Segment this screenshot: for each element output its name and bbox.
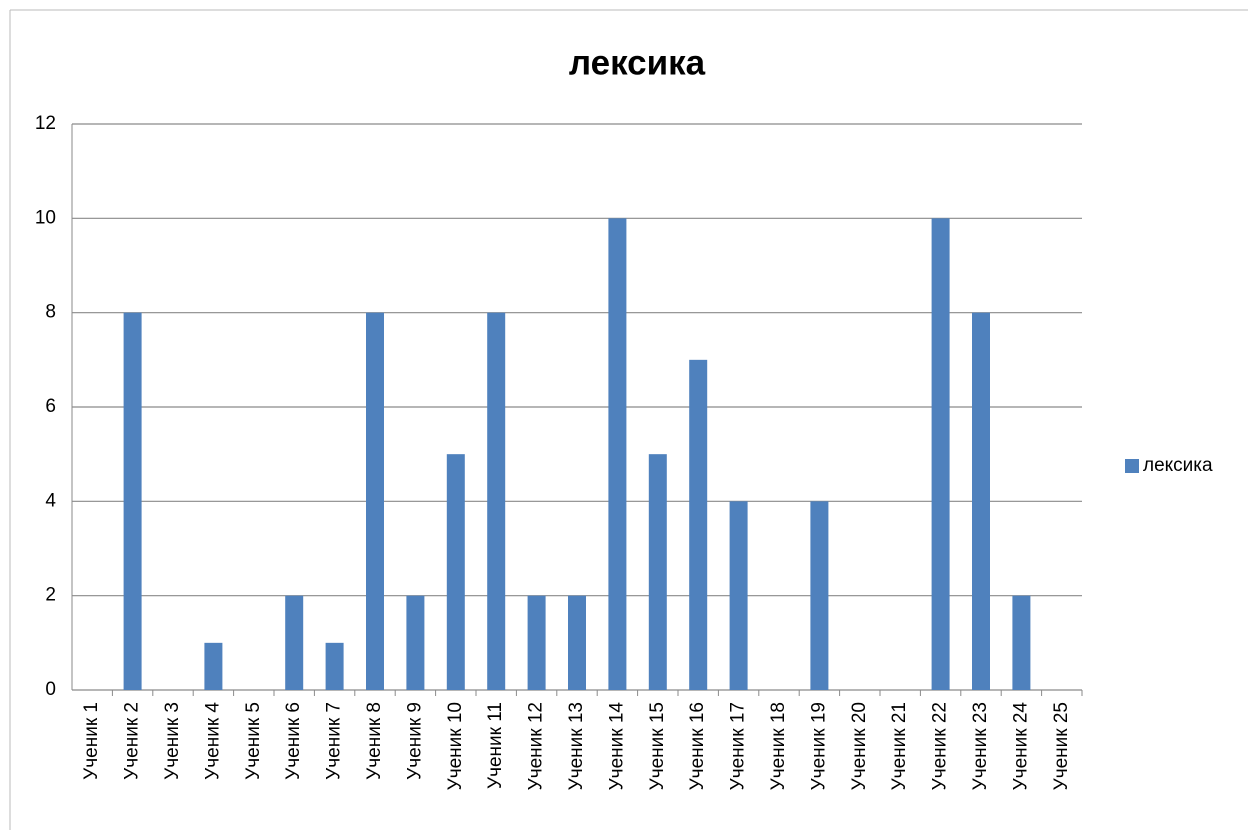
x-tick-label: Ученик 18 xyxy=(768,702,789,790)
bar xyxy=(1012,595,1031,690)
bar xyxy=(810,501,829,690)
x-tick-label: Ученик 20 xyxy=(849,702,870,790)
x-tick-label: Ученик 14 xyxy=(606,702,627,791)
x-tick-label: Ученик 17 xyxy=(728,702,749,790)
bar xyxy=(568,595,586,690)
x-tick-label: Ученик 10 xyxy=(445,702,466,790)
x-tick-label: Ученик 4 xyxy=(202,702,223,780)
bar xyxy=(366,312,384,690)
legend-label: лексика xyxy=(1143,455,1213,476)
x-tick-label: Ученик 23 xyxy=(970,702,991,790)
x-tick-label: Ученик 22 xyxy=(930,702,951,790)
x-tick-label: Ученик 6 xyxy=(283,702,304,780)
y-tick-label: 0 xyxy=(45,679,56,700)
y-tick-label: 10 xyxy=(35,207,56,228)
x-tick-label: Ученик 25 xyxy=(1051,702,1072,790)
x-tick-label: Ученик 9 xyxy=(404,702,425,780)
bar xyxy=(972,312,990,690)
bar xyxy=(689,359,708,690)
x-tick-label: Ученик 16 xyxy=(687,702,708,790)
bar xyxy=(123,312,142,690)
x-tick-label: Ученик 7 xyxy=(324,702,345,780)
bar xyxy=(931,218,950,691)
y-tick-label: 2 xyxy=(45,585,56,606)
legend-swatch xyxy=(1125,459,1139,473)
bar xyxy=(285,595,304,690)
chart-title: лексика xyxy=(569,43,706,82)
bar xyxy=(325,642,344,690)
bar xyxy=(729,501,748,690)
x-tick-label: Ученик 5 xyxy=(243,702,264,780)
x-tick-label: Ученик 24 xyxy=(1010,702,1031,791)
bar xyxy=(648,454,667,690)
x-tick-label: Ученик 19 xyxy=(808,702,829,790)
bar xyxy=(446,454,465,690)
bar xyxy=(406,595,425,690)
x-tick-label: Ученик 11 xyxy=(485,702,506,789)
x-tick-label: Ученик 21 xyxy=(889,702,910,790)
x-tick-label: Ученик 1 xyxy=(81,702,102,780)
y-tick-label: 12 xyxy=(35,113,56,134)
y-tick-label: 6 xyxy=(45,396,56,417)
bar xyxy=(204,642,223,690)
x-tick-label: Ученик 12 xyxy=(526,702,547,790)
y-tick-label: 4 xyxy=(45,490,56,511)
bar xyxy=(608,218,627,691)
x-tick-label: Ученик 13 xyxy=(566,702,587,790)
x-tick-label: Ученик 2 xyxy=(122,702,143,780)
bar xyxy=(487,312,506,690)
x-tick-label: Ученик 3 xyxy=(162,702,183,780)
x-tick-label: Ученик 15 xyxy=(647,702,668,790)
y-tick-label: 8 xyxy=(45,302,56,323)
bar xyxy=(527,595,546,690)
x-tick-label: Ученик 8 xyxy=(364,702,385,780)
